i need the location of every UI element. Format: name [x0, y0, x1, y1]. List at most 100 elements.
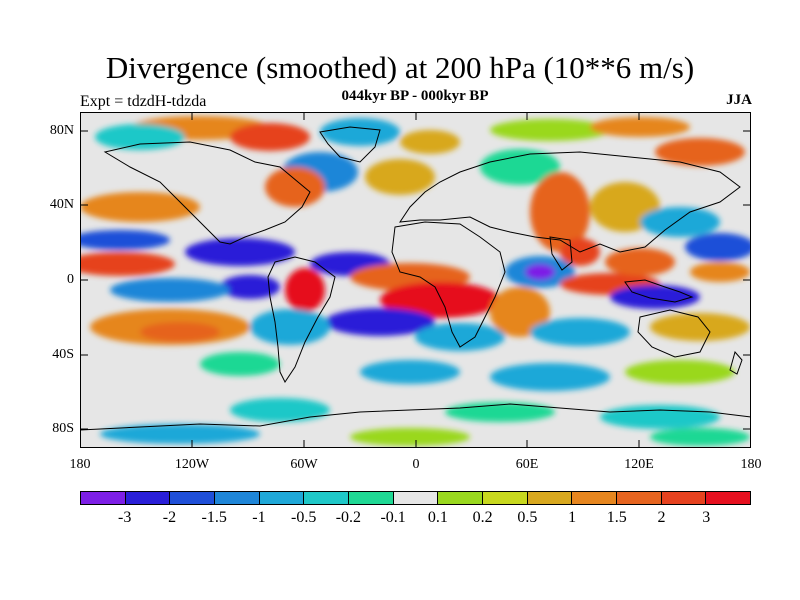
- plot-title: Divergence (smoothed) at 200 hPa (10**6 …: [105, 50, 695, 85]
- color-legend-bar: [80, 491, 751, 505]
- field-blob: [655, 138, 745, 166]
- axis-ticks: [80, 112, 751, 448]
- new-zealand-coast: [729, 350, 743, 375]
- field-blob: [530, 318, 630, 346]
- greenland-coast: [319, 126, 381, 163]
- divergence-map: [80, 112, 751, 448]
- lat-label-80s: 80S: [52, 421, 74, 436]
- field-blob: [80, 230, 170, 250]
- lat-label-40s: 40S: [52, 347, 74, 362]
- maritime-continent-coast: [624, 279, 694, 303]
- field-blob: [650, 428, 750, 446]
- field-blob: [185, 238, 295, 266]
- field-blob: [110, 278, 230, 302]
- india-coast: [549, 236, 573, 271]
- field-blob: [230, 398, 330, 422]
- africa-coast: [391, 221, 506, 348]
- coastlines: [80, 126, 751, 431]
- field-blob: [605, 248, 675, 276]
- color-legend-label: -0.5: [290, 509, 317, 526]
- field-blob: [365, 159, 435, 195]
- field-blob: [265, 167, 325, 207]
- color-legend-swatch: [438, 492, 484, 504]
- field-blob: [140, 322, 220, 342]
- field-blob: [400, 130, 460, 154]
- experiment-label: Expt = tdzdH-tdzda: [80, 93, 207, 110]
- field-blob: [200, 352, 280, 376]
- color-legend-label: 1.5: [606, 509, 627, 526]
- color-legend-label: 0.1: [427, 509, 448, 526]
- color-legend-label: -0.2: [335, 509, 362, 526]
- field-blob: [80, 192, 200, 222]
- lon-label-60e: 60E: [515, 457, 539, 472]
- north-america-coast: [103, 141, 311, 245]
- color-legend-swatch: [617, 492, 662, 504]
- field-blob: [230, 123, 310, 151]
- field-blob: [415, 323, 505, 351]
- color-legend-swatch: [661, 492, 707, 504]
- field-blob: [625, 360, 735, 384]
- color-legend-label: 0.2: [472, 509, 493, 526]
- eurasia-coast: [398, 151, 741, 253]
- color-legend-swatch: [304, 492, 350, 504]
- lat-label-80n: 80N: [49, 123, 74, 138]
- color-legend-label: 2: [657, 509, 666, 526]
- color-legend-swatch: [483, 492, 528, 504]
- color-legend-swatch: [125, 492, 171, 504]
- field-blob: [640, 207, 720, 237]
- color-legend-label: 0.5: [517, 509, 538, 526]
- field-blob: [285, 268, 325, 312]
- color-legend-swatch: [393, 492, 439, 504]
- south-america-coast: [267, 256, 336, 383]
- field-blob: [100, 424, 260, 444]
- color-legend-swatch: [527, 492, 573, 504]
- field-blob: [690, 262, 750, 282]
- color-legend-swatch: [259, 492, 305, 504]
- field-blob: [350, 428, 470, 446]
- field-blob: [320, 118, 400, 146]
- australia-coast: [637, 309, 711, 358]
- field-blob: [685, 233, 751, 261]
- lon-label-60w: 60W: [290, 457, 318, 472]
- field-blob: [610, 285, 700, 309]
- field-blob: [490, 119, 610, 141]
- lon-label-120e: 120E: [624, 457, 654, 472]
- field-blob: [480, 149, 560, 185]
- field-blob: [525, 264, 555, 280]
- field-blob: [95, 124, 185, 150]
- color-legend-swatch: [81, 492, 126, 504]
- color-legend-label: 1: [568, 509, 577, 526]
- field-blob: [490, 287, 550, 337]
- field-blob: [325, 308, 435, 336]
- lat-label-40n: 40N: [49, 197, 74, 212]
- color-legend-swatch: [349, 492, 394, 504]
- color-legend-swatch: [572, 492, 618, 504]
- lat-label-0: 0: [67, 272, 74, 287]
- color-legend-swatch: [215, 492, 260, 504]
- field-blob: [650, 313, 750, 341]
- field-blob: [530, 172, 590, 252]
- field-blob: [380, 282, 500, 318]
- color-legend-swatch: [170, 492, 216, 504]
- color-legend-swatch: [706, 492, 751, 504]
- lon-label-0: 0: [412, 457, 420, 472]
- color-legend-label: -3: [118, 509, 132, 526]
- color-legend-label: 3: [702, 509, 711, 526]
- color-legend-label: -1: [252, 509, 266, 526]
- lon-label-180e: 180: [740, 457, 762, 472]
- field-blob: [600, 405, 720, 429]
- color-legend-label: -2: [162, 509, 177, 526]
- antarctica-coast: [80, 403, 751, 431]
- color-legend-label: -0.1: [380, 509, 406, 526]
- period-subtitle: 044kyr BP - 000kyr BP: [341, 88, 489, 104]
- lon-label-180w: 180: [69, 457, 91, 472]
- field-blob: [590, 117, 690, 137]
- field-blob: [360, 360, 460, 384]
- color-legend-label: -1.5: [201, 509, 227, 526]
- lon-label-120w: 120W: [174, 457, 210, 472]
- field-blob: [220, 275, 280, 299]
- field-blob: [250, 309, 330, 345]
- field-blob: [490, 363, 610, 391]
- field-blob: [80, 252, 175, 276]
- season-label: JJA: [726, 92, 752, 108]
